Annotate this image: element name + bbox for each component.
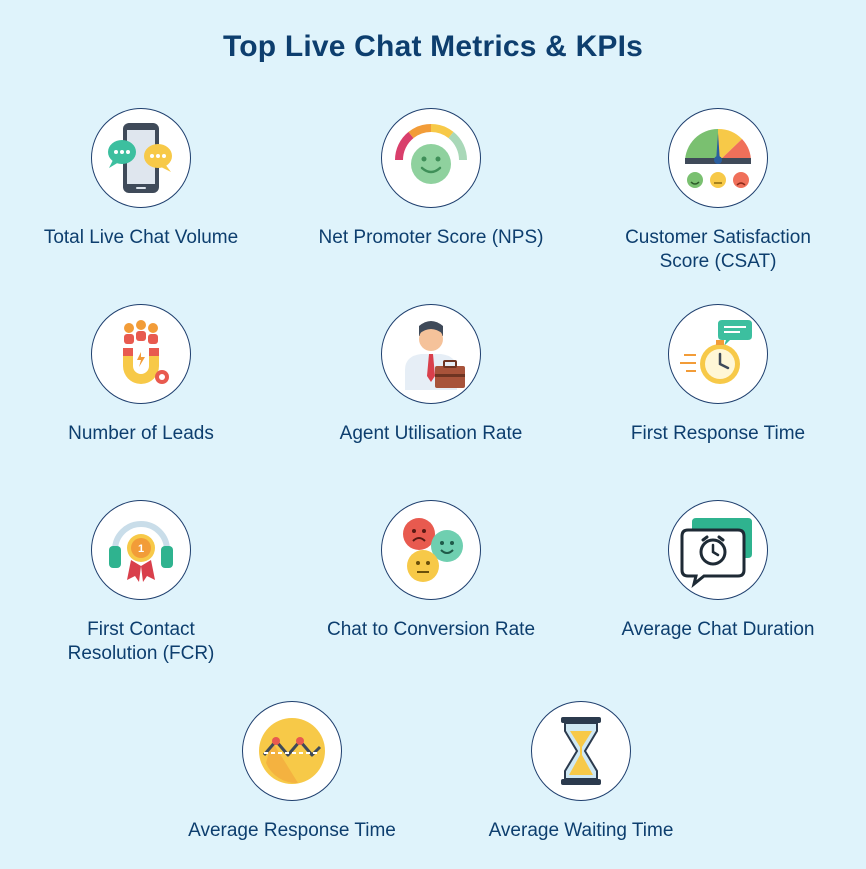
metric-label: Customer Satisfaction Score (CSAT) (625, 227, 811, 272)
icon-circle (381, 304, 481, 404)
metric-label: Number of Leads (68, 423, 214, 444)
agent-briefcase-icon (405, 321, 465, 390)
stopwatch-chat-icon (680, 320, 752, 384)
icon-circle (381, 500, 481, 600)
metric-average-waiting-time: Average Waiting Time (441, 701, 721, 843)
chat-clock-icon (680, 518, 752, 588)
metric-first-contact-resolution: 1 First Contact Resolution (FCR) (1, 500, 281, 666)
metric-net-promoter-score: Net Promoter Score (NPS) (291, 108, 571, 250)
satisfaction-meter-icon (685, 128, 752, 188)
lead-magnet-icon (123, 320, 169, 384)
nps-gauge-icon (394, 123, 468, 184)
icon-circle (91, 304, 191, 404)
emoji-faces-icon (403, 518, 463, 582)
headset-medal-icon: 1 (109, 521, 173, 582)
metric-label: Average Waiting Time (488, 820, 674, 841)
icon-circle: 1 (91, 500, 191, 600)
page-title: Top Live Chat Metrics & KPIs (222, 30, 644, 63)
icon-circle (668, 500, 768, 600)
icon-circle (381, 108, 481, 208)
metric-label: Chat to Conversion Rate (326, 619, 536, 640)
response-chart-icon (259, 718, 325, 784)
metric-label: Average Chat Duration (621, 619, 815, 640)
icon-circle (668, 304, 768, 404)
hourglass-icon (561, 717, 601, 785)
icon-circle (531, 701, 631, 801)
metric-label: First Response Time (630, 423, 806, 444)
metric-customer-satisfaction-score: Customer Satisfaction Score (CSAT) (578, 108, 858, 274)
metric-first-response-time: First Response Time (578, 304, 858, 446)
metric-label: Average Response Time (188, 820, 396, 841)
icon-circle (91, 108, 191, 208)
metric-label: Agent Utilisation Rate (339, 423, 523, 444)
svg-text:1: 1 (138, 543, 144, 555)
metric-average-chat-duration: Average Chat Duration (578, 500, 858, 642)
icon-circle (242, 701, 342, 801)
icon-circle (668, 108, 768, 208)
metric-total-live-chat-volume: Total Live Chat Volume (1, 108, 281, 250)
metric-label: Total Live Chat Volume (43, 227, 239, 248)
metric-label: Net Promoter Score (NPS) (318, 227, 544, 248)
metric-average-response-time: Average Response Time (152, 701, 432, 843)
metric-chat-to-conversion-rate: Chat to Conversion Rate (291, 500, 571, 642)
metric-number-of-leads: Number of Leads (1, 304, 281, 446)
chat-phone-icon (108, 123, 172, 193)
metric-agent-utilisation-rate: Agent Utilisation Rate (291, 304, 571, 446)
metric-label: First Contact Resolution (FCR) (67, 619, 215, 664)
